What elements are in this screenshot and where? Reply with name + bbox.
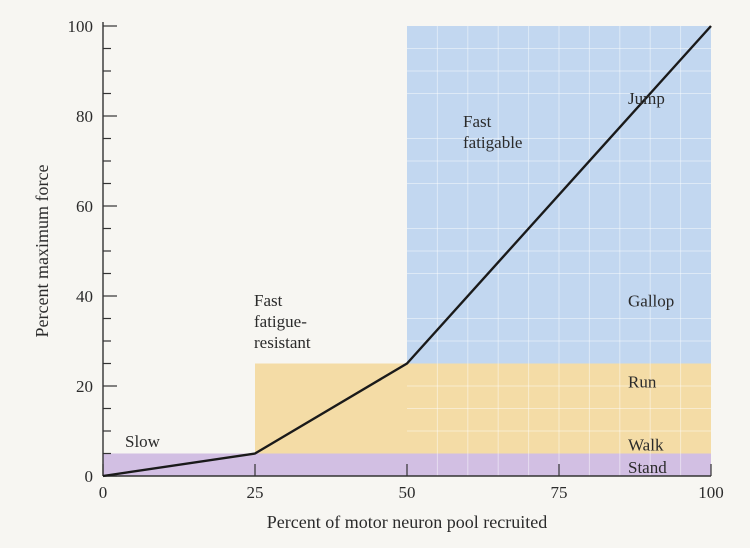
y-tick-label: 80 [76, 107, 93, 126]
x-tick-label: 75 [551, 483, 568, 502]
region-label: fatigable [463, 133, 522, 152]
x-axis-label: Percent of motor neuron pool recruited [267, 512, 547, 532]
y-tick-label: 60 [76, 197, 93, 216]
region-label: Slow [125, 432, 161, 451]
x-tick-label: 25 [247, 483, 264, 502]
x-tick-label: 50 [399, 483, 416, 502]
region-label: Fast [254, 291, 283, 310]
x-tick-label: 100 [698, 483, 724, 502]
y-tick-label: 40 [76, 287, 93, 306]
recruitment-force-line [102, 25, 712, 478]
activity-label-walk: Walk [628, 436, 664, 455]
y-tick-label: 100 [68, 17, 94, 36]
y-tick-label: 20 [76, 377, 93, 396]
activity-label-stand: Stand [628, 458, 667, 477]
activity-label-jump: Jump [628, 89, 665, 108]
region-label: fatigue- [254, 312, 307, 331]
x-tick-label: 0 [99, 483, 108, 502]
y-tick-label: 0 [85, 467, 94, 486]
region-label: resistant [254, 333, 311, 352]
region-label: Fast [463, 112, 492, 131]
activity-label-gallop: Gallop [628, 292, 674, 311]
y-axis-label: Percent maximum force [32, 165, 52, 338]
activity-label-run: Run [628, 373, 657, 392]
